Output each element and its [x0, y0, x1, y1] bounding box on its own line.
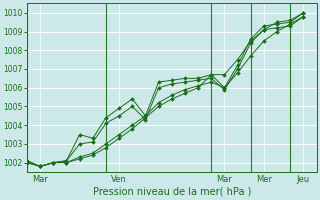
X-axis label: Pression niveau de la mer( hPa ): Pression niveau de la mer( hPa ): [92, 187, 251, 197]
